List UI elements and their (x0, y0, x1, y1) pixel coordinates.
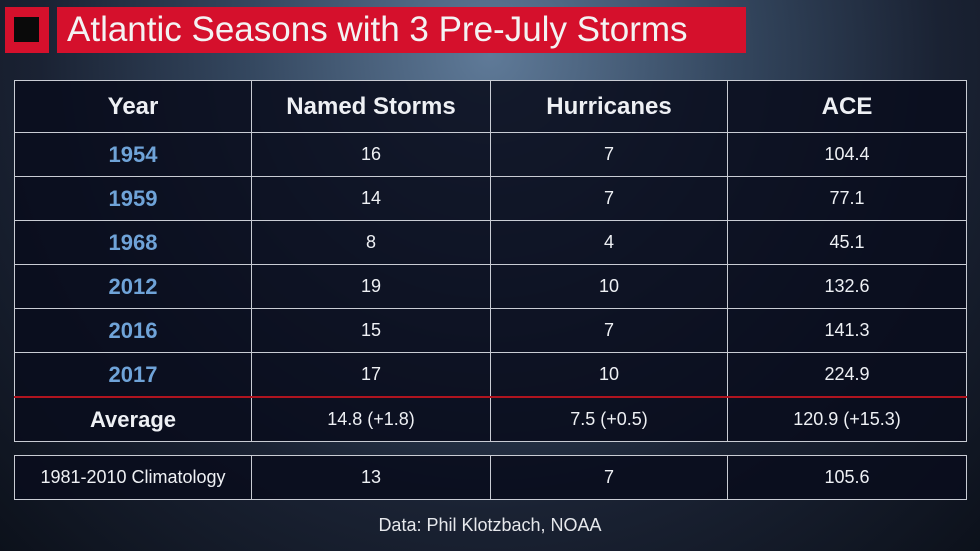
year-cell: 2012 (14, 264, 252, 309)
average-row: Average 14.8 (+1.8) 7.5 (+0.5) 120.9 (+1… (14, 396, 967, 442)
table-cell: 132.6 (727, 264, 967, 309)
table-cell: 14 (251, 176, 491, 221)
table-cell: 77.1 (727, 176, 967, 221)
table-cell: 10 (490, 264, 728, 309)
climatology-table: 1981-2010 Climatology 13 7 105.6 (14, 455, 967, 500)
column-header: ACE (727, 80, 967, 133)
table-cell: 105.6 (727, 455, 967, 500)
column-header: Hurricanes (490, 80, 728, 133)
table-header: Year Named Storms Hurricanes ACE (14, 80, 967, 133)
storm-table: Year Named Storms Hurricanes ACE 1954 16 7… (14, 80, 967, 442)
table-row: 2012 19 10 132.6 (14, 264, 967, 309)
table-cell: 7 (490, 308, 728, 353)
table-row: 1959 14 7 77.1 (14, 176, 967, 221)
year-cell: 1968 (14, 220, 252, 265)
table-cell: 4 (490, 220, 728, 265)
logo-square-icon (5, 7, 49, 53)
table-cell: 120.9 (+15.3) (727, 396, 967, 442)
table-cell: 7 (490, 455, 728, 500)
average-label: Average (14, 396, 252, 442)
climatology-label: 1981-2010 Climatology (14, 455, 252, 500)
table-cell: 7 (490, 176, 728, 221)
year-cell: 1954 (14, 132, 252, 177)
table-cell: 45.1 (727, 220, 967, 265)
table-cell: 10 (490, 352, 728, 398)
year-cell: 2017 (14, 352, 252, 398)
page-title: Atlantic Seasons with 3 Pre-July Storms (57, 7, 746, 53)
table-row: 2016 15 7 141.3 (14, 308, 967, 353)
climatology-row: 1981-2010 Climatology 13 7 105.6 (14, 455, 967, 500)
table-cell: 8 (251, 220, 491, 265)
table-cell: 16 (251, 132, 491, 177)
table-cell: 19 (251, 264, 491, 309)
table-cell: 224.9 (727, 352, 967, 398)
table-cell: 14.8 (+1.8) (251, 396, 491, 442)
table-cell: 17 (251, 352, 491, 398)
table-row: 2017 17 10 224.9 (14, 352, 967, 398)
table-row: 1968 8 4 45.1 (14, 220, 967, 265)
table-cell: 141.3 (727, 308, 967, 353)
table-cell: 7.5 (+0.5) (490, 396, 728, 442)
year-cell: 1959 (14, 176, 252, 221)
year-cell: 2016 (14, 308, 252, 353)
table-cell: 104.4 (727, 132, 967, 177)
column-header: Named Storms (251, 80, 491, 133)
table-cell: 13 (251, 455, 491, 500)
table-cell: 7 (490, 132, 728, 177)
column-header: Year (14, 80, 252, 133)
source-note: Data: Phil Klotzbach, NOAA (378, 515, 602, 535)
table-cell: 15 (251, 308, 491, 353)
table-row: 1954 16 7 104.4 (14, 132, 967, 177)
